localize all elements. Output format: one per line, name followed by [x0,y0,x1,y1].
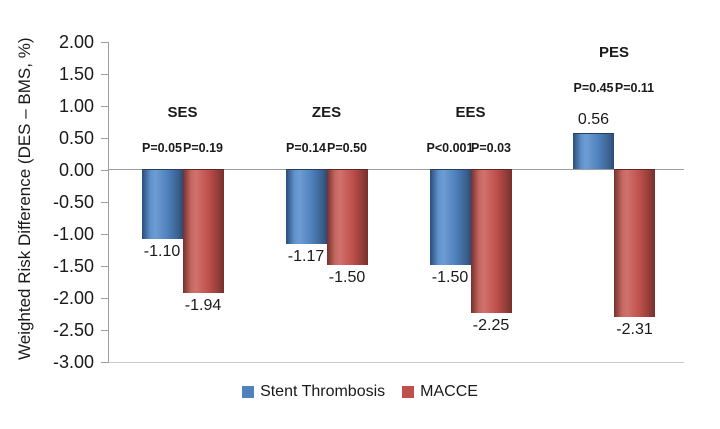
bar-ses-stent-thrombosis [141,169,183,239]
y-tick-label: -3.00 [52,352,94,372]
y-tick-label: 0.00 [58,160,94,180]
bar-zes-macce [326,169,368,265]
p-value-ees-macce: P=0.03 [471,141,511,155]
plot-area: SES P=0.05 -1.10 P=0.19 -1.94 ZES P=0.14 -1.17 P… [108,42,684,363]
y-tick-mark-icon [101,106,109,107]
bar-ses-macce [182,169,224,293]
legend-label-stent-thrombosis: Stent Thrombosis [260,383,386,400]
legend-item-macce: MACCE [402,382,478,402]
group-label-ees: EES [455,104,486,121]
value-label-ses-stent-thrombosis: -1.10 [143,243,181,260]
y-tick-label: -1.50 [52,256,94,276]
legend-label-macce: MACCE [420,383,478,400]
group-label-zes: ZES [311,104,342,121]
y-tick-label: 1.00 [58,96,94,116]
y-tick-mark-icon [101,266,109,267]
p-value-pes-macce: P=0.11 [614,81,655,95]
y-tick-mark-icon [101,42,109,43]
y-tick-label: -2.00 [52,288,94,308]
legend-item-stent-thrombosis: Stent Thrombosis [242,382,385,402]
y-tick-label: 2.00 [58,32,94,52]
value-label-pes-macce: -2.31 [616,321,653,338]
y-tick-mark-icon [101,362,109,363]
p-value-zes-stent-thrombosis: P=0.14 [286,141,326,155]
group-label-ses: SES [167,104,198,121]
y-tick-mark-icon [101,330,109,331]
bar-zes-stent-thrombosis [285,169,327,244]
value-label-ses-macce: -1.94 [184,297,222,314]
bar-ees-macce [470,169,512,313]
y-tick-mark-icon [101,202,109,203]
value-label-pes-stent-thrombosis: 0.56 [577,111,610,128]
bar-ees-stent-thrombosis [429,169,471,265]
macce-swatch-icon [402,386,415,398]
y-tick-mark-icon [101,298,109,299]
y-tick-label: -0.50 [52,192,94,212]
legend: Stent Thrombosis MACCE [0,382,720,402]
y-tick-mark-icon [101,138,109,139]
value-label-zes-macce: -1.50 [328,269,366,286]
y-tick-label: -1.00 [52,224,94,244]
bar-pes-stent-thrombosis [573,133,614,169]
value-label-ees-stent-thrombosis: -1.50 [431,269,469,286]
p-value-zes-macce: P=0.50 [327,141,367,155]
y-tick-label: -2.50 [52,320,94,340]
y-tick-label: 0.50 [58,128,94,148]
group-label-pes: PES [598,44,629,61]
zero-axis-line [109,169,684,170]
y-tick-mark-icon [101,170,109,171]
p-value-ees-stent-thrombosis: P<0.001 [426,141,474,155]
p-value-ses-macce: P=0.19 [183,141,223,155]
y-tick-mark-icon [101,234,109,235]
p-value-pes-stent-thrombosis: P=0.45 [573,81,614,95]
p-value-ses-stent-thrombosis: P=0.05 [142,141,182,155]
bar-pes-macce [614,169,655,317]
value-label-zes-stent-thrombosis: -1.17 [287,248,325,265]
value-label-ees-macce: -2.25 [472,317,510,334]
y-tick-mark-icon [101,74,109,75]
stent-thrombosis-swatch-icon [242,386,255,398]
y-tick-label: 1.50 [58,64,94,84]
